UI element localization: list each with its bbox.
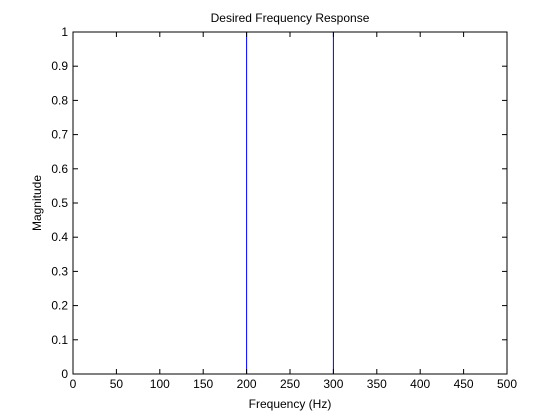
plot-area xyxy=(73,32,507,374)
x-tick-label: 0 xyxy=(70,377,77,391)
y-tick-label: 0.3 xyxy=(51,264,68,278)
x-tick-label: 400 xyxy=(410,377,430,391)
y-tick-label: 0.8 xyxy=(51,93,68,107)
y-tick-label: 0.2 xyxy=(51,299,68,313)
x-tick-label: 500 xyxy=(497,377,517,391)
x-tick-label: 100 xyxy=(150,377,170,391)
y-tick-label: 0.7 xyxy=(51,128,68,142)
x-tick-label: 450 xyxy=(454,377,474,391)
y-axis-label: Magnitude xyxy=(30,175,44,231)
x-tick-label: 50 xyxy=(110,377,124,391)
x-axis-label: Frequency (Hz) xyxy=(249,397,332,411)
ticks-layer: 0 50 100 150 200 250 300 350 400 450 500 0 0.1 0.2 0.3… xyxy=(51,25,517,391)
y-tick-label: 0.6 xyxy=(51,162,68,176)
y-tick-label: 0 xyxy=(61,367,68,381)
x-tick-label: 300 xyxy=(323,377,343,391)
x-tick-label: 150 xyxy=(193,377,213,391)
y-tick-label: 0.9 xyxy=(51,59,68,73)
chart-title: Desired Frequency Response xyxy=(211,11,370,25)
y-tick-label: 0.5 xyxy=(51,196,68,210)
y-tick-label: 1 xyxy=(61,25,68,39)
x-tick-label: 250 xyxy=(280,377,300,391)
x-tick-label: 350 xyxy=(367,377,387,391)
x-tick-label: 200 xyxy=(237,377,257,391)
y-tick-label: 0.4 xyxy=(51,230,68,244)
y-tick-label: 0.1 xyxy=(51,333,68,347)
